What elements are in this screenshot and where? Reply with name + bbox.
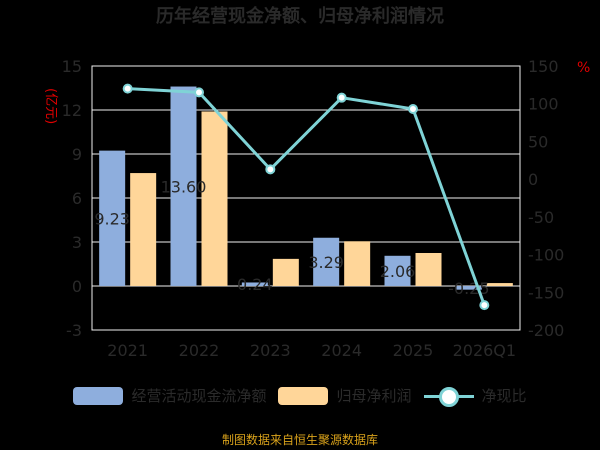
ratio-point bbox=[479, 300, 490, 311]
bar-cash bbox=[99, 150, 126, 286]
legend-item-ratio[interactable]: 净现比 bbox=[423, 385, 527, 407]
legend-label-profit: 归母净利润 bbox=[336, 387, 412, 405]
ratio-line bbox=[127, 87, 486, 306]
x-tick-label: 2022 bbox=[179, 341, 220, 360]
y-right-tick-label: 0 bbox=[528, 170, 538, 189]
data-label-cash: 13.60 bbox=[161, 177, 207, 196]
ratio-point bbox=[408, 103, 418, 114]
legend-item-cash[interactable]: 经营活动现金流净额 bbox=[73, 385, 266, 406]
y-left-unit: (亿元) bbox=[43, 88, 58, 124]
bar-profit bbox=[486, 283, 513, 286]
data-label-cash: 3.29 bbox=[308, 253, 344, 272]
bar-profit bbox=[272, 258, 299, 286]
y-left-tick-label: 0 bbox=[72, 277, 82, 296]
y-right-tick-label: -150 bbox=[528, 283, 564, 302]
x-tick-label: 2026Q1 bbox=[453, 341, 517, 360]
ratio-point bbox=[194, 87, 204, 98]
y-left-tick-label: 3 bbox=[72, 233, 82, 252]
bar-profit bbox=[130, 173, 157, 286]
legend-swatch-profit bbox=[278, 386, 329, 405]
y-right-tick-label: 150 bbox=[528, 57, 559, 76]
bar-cash bbox=[170, 86, 197, 287]
y-right-tick-label: 50 bbox=[528, 132, 548, 151]
ratio-point bbox=[336, 92, 347, 103]
x-tick-label: 2023 bbox=[250, 341, 291, 360]
x-tick-label: 2025 bbox=[393, 341, 434, 360]
bar-profit bbox=[415, 253, 442, 286]
bar-cash bbox=[384, 255, 411, 286]
y-left-tick-label: 15 bbox=[62, 57, 82, 76]
plot-frame bbox=[91, 65, 521, 331]
ratio-point bbox=[122, 83, 133, 94]
legend-swatch-cash bbox=[73, 386, 124, 405]
y-left-tick-label: 6 bbox=[72, 189, 82, 208]
y-right-tick-label: -50 bbox=[528, 208, 554, 227]
y-left-tick-label: 9 bbox=[72, 145, 82, 164]
data-label-cash: 0.24 bbox=[237, 275, 273, 294]
legend-label-ratio: 净现比 bbox=[481, 387, 527, 405]
bar-profit bbox=[201, 111, 228, 286]
y-left-tick-label: 12 bbox=[62, 101, 82, 120]
chart-title: 历年经营现金净额、归母净利润情况 bbox=[156, 6, 444, 27]
chart-legend: 经营活动现金流净额 归母净利润 净现比 bbox=[0, 385, 600, 407]
x-tick-label: 2024 bbox=[321, 341, 362, 360]
legend-swatch-ratio bbox=[423, 386, 474, 407]
bar-cash bbox=[455, 286, 482, 290]
legend-label-cash: 经营活动现金流净额 bbox=[131, 387, 267, 405]
data-label-cash: 2.06 bbox=[380, 262, 416, 281]
data-label-cash: -0.25 bbox=[448, 279, 489, 298]
source-note: 制图数据来自恒生聚源数据库 bbox=[221, 433, 378, 447]
y-right-unit: % bbox=[577, 60, 590, 76]
y-right-tick-label: -200 bbox=[528, 321, 564, 340]
y-left-tick-label: -3 bbox=[66, 321, 82, 340]
data-label-cash: 9.23 bbox=[94, 209, 130, 228]
legend-item-profit[interactable]: 归母净利润 bbox=[278, 385, 412, 406]
x-tick-label: 2021 bbox=[107, 341, 148, 360]
bar-cash bbox=[241, 282, 268, 286]
y-right-tick-label: 100 bbox=[528, 95, 559, 114]
ratio-point bbox=[265, 164, 276, 175]
y-right-tick-label: -100 bbox=[528, 246, 564, 265]
bar-profit bbox=[344, 241, 371, 286]
bar-cash bbox=[313, 237, 340, 286]
